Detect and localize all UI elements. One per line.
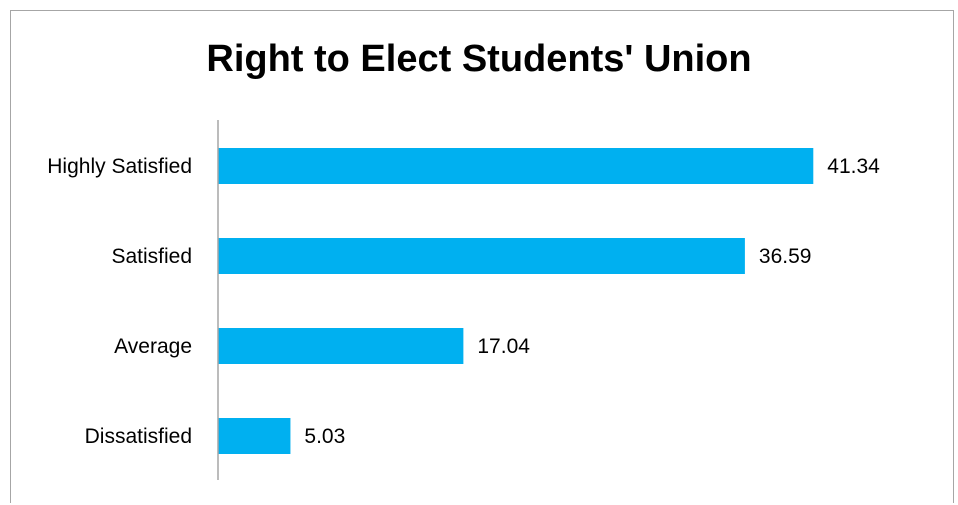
category-label: Satisfied: [111, 245, 192, 268]
category-label: Highly Satisfied: [47, 155, 192, 178]
chart-title: Right to Elect Students' Union: [206, 38, 752, 80]
category-label: Average: [114, 335, 192, 358]
value-label: 36.59: [759, 245, 812, 268]
labels-group: Highly Satisfied 41.34 Satisfied 36.59 Avera…: [47, 155, 880, 448]
bar-dissatisfied: [218, 418, 291, 454]
bar-average: [218, 328, 464, 364]
value-label: 17.04: [477, 335, 530, 358]
bars-group: [218, 148, 814, 454]
bar-satisfied: [218, 238, 745, 274]
bar-highly-satisfied: [218, 148, 814, 184]
value-label: 41.34: [827, 155, 880, 178]
value-label: 5.03: [304, 425, 345, 448]
category-label: Dissatisfied: [85, 425, 192, 448]
chart-frame: [10, 10, 954, 503]
